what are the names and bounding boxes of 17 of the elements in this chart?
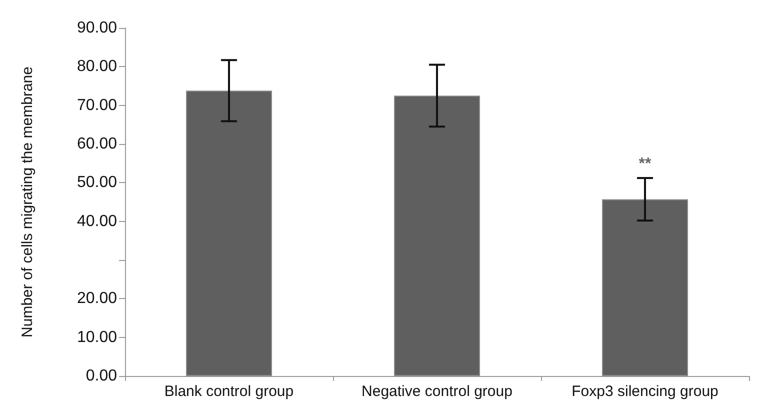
y-tick-label: 50.00 <box>76 174 118 192</box>
x-tick-label: Blank control group <box>164 383 294 400</box>
y-tick-label: 20.00 <box>76 290 118 308</box>
y-tick-label: 70.00 <box>76 96 118 114</box>
y-tick-label: 0.00 <box>86 368 118 384</box>
y-tick-label: 80.00 <box>76 58 118 76</box>
y-tick-label: 60.00 <box>76 136 118 152</box>
y-tick-label: 40.00 <box>76 212 118 230</box>
bar <box>602 199 688 376</box>
bar <box>394 96 480 376</box>
x-tick-label: Negative control group <box>362 383 512 400</box>
y-axis-title: Number of cells migrating the membrane <box>19 66 36 338</box>
y-tick-label: 90.00 <box>76 20 118 36</box>
bar <box>186 90 272 376</box>
x-tick-label: Foxp3 silencing group <box>572 383 718 400</box>
annotation: ** <box>638 156 652 173</box>
y-tick-label: 10.00 <box>76 328 118 346</box>
